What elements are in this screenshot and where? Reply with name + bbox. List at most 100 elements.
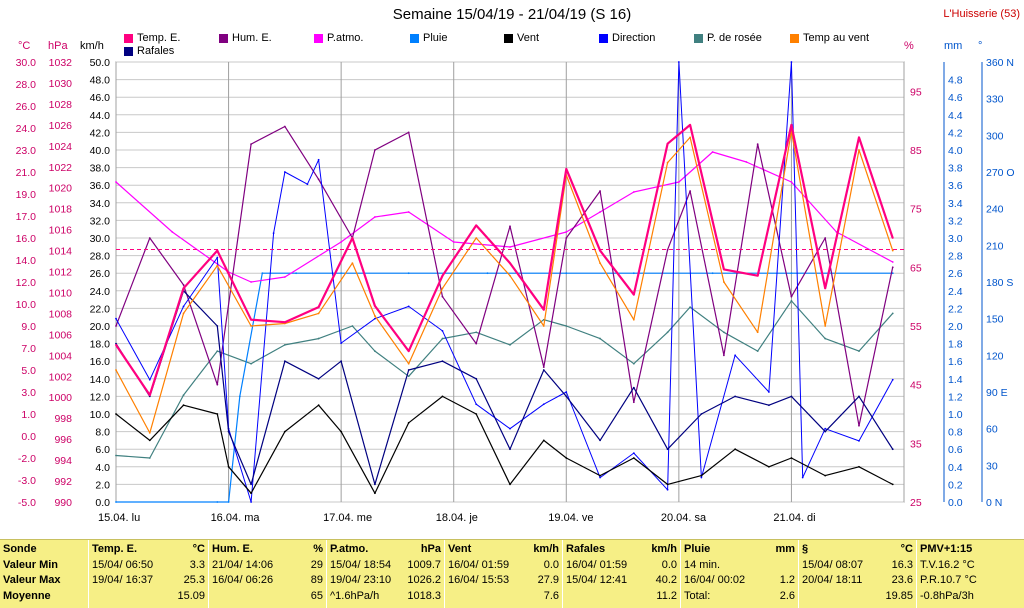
series-point — [340, 272, 343, 275]
series-point — [542, 439, 545, 442]
stats-max: 15/04/ 12:41 40.2 — [566, 574, 677, 590]
series-point — [711, 151, 714, 153]
series-point — [216, 264, 219, 267]
axis-tick-label: 20.0 — [90, 321, 111, 333]
axis-tick-label: 1010 — [49, 287, 73, 299]
series-point — [216, 501, 219, 503]
series-point — [250, 143, 252, 146]
series-point — [441, 295, 444, 298]
series-point — [599, 190, 601, 192]
legend-swatch — [410, 33, 419, 43]
series-point — [599, 249, 601, 252]
axis-tick-label: 1004 — [49, 350, 73, 362]
series-point — [486, 272, 489, 275]
axis-tick-label: 55 — [910, 321, 922, 333]
axis-tick-label: 32.0 — [90, 215, 111, 227]
series-point — [632, 401, 635, 404]
series-point — [632, 362, 635, 365]
axis-tick-label: 40.0 — [90, 145, 111, 157]
stats-min-right: 1009.7 — [407, 558, 441, 571]
series-point — [216, 350, 219, 353]
series-point — [475, 331, 478, 334]
series-point — [283, 430, 286, 433]
axis-tick-label: 2.8 — [948, 251, 963, 263]
stats-header-right: % — [313, 543, 323, 555]
series-point — [148, 439, 151, 442]
stats-header: Temp. E. °C — [92, 543, 205, 559]
axis-tick-label: 1028 — [49, 99, 73, 111]
series-point — [632, 293, 635, 296]
series-point — [542, 325, 545, 327]
legend-item-rafales: Rafales — [124, 45, 174, 57]
legend-item-p-de-ros-e: P. de rosée — [694, 32, 762, 44]
series-point — [475, 403, 478, 406]
series-point — [283, 171, 286, 173]
stats-min-left: 14 min. — [684, 558, 721, 571]
series-point — [441, 395, 444, 398]
series-point — [666, 488, 669, 491]
series-point — [565, 231, 568, 233]
series-point — [722, 268, 725, 271]
series-point — [306, 183, 309, 186]
series-point — [632, 318, 635, 321]
axis-tick-label: 2.6 — [948, 268, 963, 280]
stats-max-right: 40.2 — [655, 574, 677, 586]
stats-header-left: Rafales — [566, 543, 606, 555]
series-point — [317, 306, 320, 309]
series-point — [790, 272, 793, 275]
series-point — [441, 329, 444, 332]
series-point — [858, 424, 860, 427]
pmv-line1: T.V.16.2 °C — [920, 558, 975, 571]
axis-tick-label: 4.0 — [948, 145, 963, 157]
axis-tick-label: 1018 — [49, 204, 73, 216]
legend-item-temp-e-: Temp. E. — [124, 32, 180, 44]
stats-header-right: mm — [775, 543, 795, 555]
series-point — [599, 474, 601, 477]
stats-max: 16/04/ 06:26 89 — [212, 574, 323, 590]
axis-tick-label: 7.0 — [21, 343, 36, 355]
series-point — [115, 325, 117, 327]
axis-tick-label: 14.0 — [90, 374, 111, 386]
axis-tick-label: 2.2 — [948, 303, 963, 315]
series-point — [182, 312, 185, 315]
series-point — [250, 483, 252, 486]
axis-tick-label: 28.0 — [90, 251, 111, 263]
series-point — [250, 318, 252, 321]
stats-min-right: 29 — [310, 558, 323, 571]
series-temp-e- — [115, 123, 894, 397]
chart-grid — [115, 61, 905, 503]
pmv-title: PMV+1:15 — [920, 543, 973, 555]
stats-min: 14 min. — [684, 559, 795, 575]
series-point — [824, 337, 827, 340]
legend-swatch — [599, 33, 608, 43]
axis-tick-label: 17.0 — [16, 211, 37, 223]
stats-header-right: km/h — [533, 543, 559, 555]
axis-tick-label: 1.6 — [948, 356, 963, 368]
axis-tick-label: 1008 — [49, 308, 73, 320]
series-point — [475, 224, 478, 227]
stats-max-left: 15/04/ 12:41 — [566, 574, 628, 586]
series-point — [407, 350, 410, 353]
series-point — [340, 360, 343, 363]
axis-tick-label: 998 — [54, 413, 72, 425]
series-point — [475, 342, 478, 345]
series-point — [891, 312, 894, 315]
series-point — [374, 216, 376, 218]
stats-header-left: § — [802, 543, 809, 555]
axis-tick-label: 2.0 — [95, 479, 110, 491]
series-point — [374, 492, 376, 495]
stats-label-min: Valeur Min — [3, 558, 59, 571]
axis-tick-label: 42.0 — [90, 127, 111, 139]
stats-col-2: P.atmo. hPa 15/04/ 18:54 1009.7 19/04/ 23:10… — [326, 540, 444, 608]
series-point — [768, 465, 770, 468]
series-point — [768, 404, 770, 407]
series-point — [407, 131, 410, 134]
stats-header-left: Vent — [448, 543, 472, 555]
series-point — [216, 413, 219, 415]
series-point — [722, 354, 725, 357]
stats-max: 16/04/ 00:02 1.2 — [684, 574, 795, 590]
series-point — [407, 421, 410, 424]
series-point — [317, 404, 320, 407]
axis-tick-label: 1.8 — [948, 339, 963, 351]
series-point — [891, 272, 894, 275]
